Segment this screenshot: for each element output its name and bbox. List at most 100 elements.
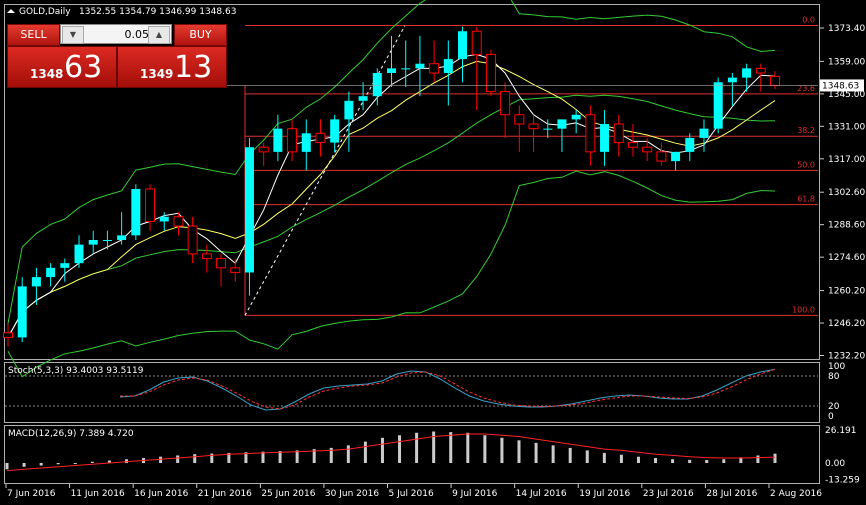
- candle-body: [31, 277, 41, 287]
- macd-plot: 26.191 0.00 -13.259: [5, 426, 860, 486]
- macd-histogram-bar: [5, 463, 9, 470]
- current-price-label: 1348.63: [822, 81, 859, 91]
- time-tick-label: 7 Jun 2016: [7, 489, 56, 499]
- buy-button[interactable]: BUY: [174, 24, 227, 46]
- macd-histogram-bar: [73, 463, 77, 464]
- macd-histogram-bar: [210, 453, 214, 463]
- macd-histogram-bar: [654, 457, 658, 463]
- candle-body: [600, 124, 610, 152]
- time-tick-label: 11 Jun 2016: [71, 489, 125, 499]
- macd-title: MACD(12,26,9) 7.389 4.720: [8, 429, 134, 439]
- macd-tick-label: 0.00: [825, 459, 845, 469]
- candle-body: [755, 67, 766, 74]
- macd-histogram-bar: [90, 461, 94, 463]
- macd-histogram-bar: [415, 432, 419, 463]
- price-tick-label: 1274.60: [828, 253, 865, 263]
- candle-body: [500, 91, 511, 116]
- one-click-trading-panel: SELL ▼ ▲ BUY 1348 63 1349 13: [7, 24, 227, 88]
- candle-body: [642, 146, 653, 153]
- buy-price-big: 13: [174, 50, 213, 85]
- volume-input[interactable]: [85, 26, 149, 42]
- macd-histogram-bar: [705, 459, 709, 463]
- candle-body: [244, 147, 254, 273]
- fib-trend-line: [244, 25, 406, 316]
- candle-body: [60, 263, 70, 268]
- sell-button-label: SELL: [20, 28, 47, 41]
- macd-histogram-bar: [671, 459, 675, 463]
- chart-collapse-icon[interactable]: [7, 9, 15, 13]
- time-tick-label: 2 Aug 2016: [770, 489, 822, 499]
- candle-body: [401, 68, 411, 70]
- macd-histogram-bar: [432, 431, 436, 463]
- macd-histogram-bar: [722, 459, 726, 463]
- candle-body: [287, 128, 298, 153]
- candle-body: [443, 59, 453, 73]
- candle-body: [471, 30, 482, 55]
- volume-increase-icon[interactable]: ▲: [148, 26, 170, 44]
- macd-histogram-bar: [278, 451, 282, 463]
- price-tick-label: 1359.00: [828, 57, 865, 67]
- candle-body: [187, 225, 198, 255]
- macd-histogram-bar: [380, 437, 384, 463]
- macd-signal-line: [6, 433, 776, 472]
- sell-quote-button[interactable]: 1348 63: [7, 46, 117, 88]
- macd-histogram-bar: [398, 435, 402, 463]
- candle-body: [131, 188, 141, 236]
- candle-body: [258, 146, 269, 153]
- macd-histogram-bar: [193, 454, 197, 463]
- macd-histogram-bar: [739, 457, 743, 463]
- candle-body: [173, 216, 184, 227]
- buy-price-small: 1349: [140, 67, 174, 81]
- candle-body: [713, 82, 723, 129]
- candle-body: [543, 128, 553, 130]
- candle-body: [17, 286, 27, 338]
- stoch-panel-frame: [4, 362, 820, 423]
- ohlc-readout: 1352.55 1354.79 1346.99 1348.63: [79, 7, 236, 17]
- candle-body: [627, 142, 638, 148]
- candle-body: [415, 63, 425, 69]
- macd-histogram-bar: [176, 455, 180, 463]
- fib-level-label: 50.0: [797, 160, 815, 169]
- price-tick-label: 1345.00: [828, 90, 865, 100]
- candle-body: [372, 72, 382, 97]
- candle-body: [528, 123, 539, 130]
- macd-histogram-bar: [619, 454, 623, 463]
- candle-body: [273, 128, 283, 152]
- time-axis: 7 Jun 2016 11 Jun 2016 16 Jun 2016 21 Jun 2…: [5, 484, 822, 499]
- macd-histogram-bar: [500, 437, 504, 463]
- price-panel-frame: [4, 4, 820, 360]
- time-tick-label: 25 Jun 2016: [261, 489, 315, 499]
- volume-decrease-icon[interactable]: ▼: [62, 26, 84, 44]
- macd-histogram-bar: [568, 447, 572, 463]
- bollinger-lower-line: [7, 170, 776, 378]
- candle-body: [46, 267, 56, 278]
- macd-histogram-bar: [312, 449, 316, 463]
- price-tick-label: 1232.20: [828, 352, 865, 362]
- time-tick-label: 5 Jul 2016: [389, 489, 434, 499]
- macd-histogram-bar: [688, 459, 692, 463]
- macd-histogram-bar: [329, 447, 333, 463]
- sell-button[interactable]: SELL: [7, 24, 60, 46]
- candle-body: [585, 114, 596, 153]
- candle-body: [3, 332, 13, 338]
- candle-body: [74, 244, 84, 264]
- ma-slow-line: [7, 60, 776, 338]
- candle-body: [685, 137, 695, 152]
- macd-histogram-bar: [773, 453, 777, 463]
- macd-histogram-bar: [261, 451, 265, 463]
- candle-body: [571, 114, 581, 120]
- stoch-title: Stoch(5,3,3) 93.4003 93.5119: [8, 366, 144, 376]
- price-tick-label: 1331.00: [828, 122, 865, 132]
- macd-histogram-bar: [756, 455, 760, 463]
- time-tick-label: 19 Jul 2016: [579, 489, 630, 499]
- macd-histogram-bar: [483, 435, 487, 463]
- buy-quote-button[interactable]: 1349 13: [117, 46, 227, 88]
- candle-body: [727, 77, 737, 83]
- time-tick-label: 14 Jul 2016: [516, 489, 567, 499]
- candle-body: [159, 216, 169, 222]
- current-price-tag: [820, 79, 864, 92]
- macd-histogram-bar: [159, 456, 163, 463]
- macd-histogram-bar: [22, 463, 26, 467]
- candle-body: [742, 68, 752, 78]
